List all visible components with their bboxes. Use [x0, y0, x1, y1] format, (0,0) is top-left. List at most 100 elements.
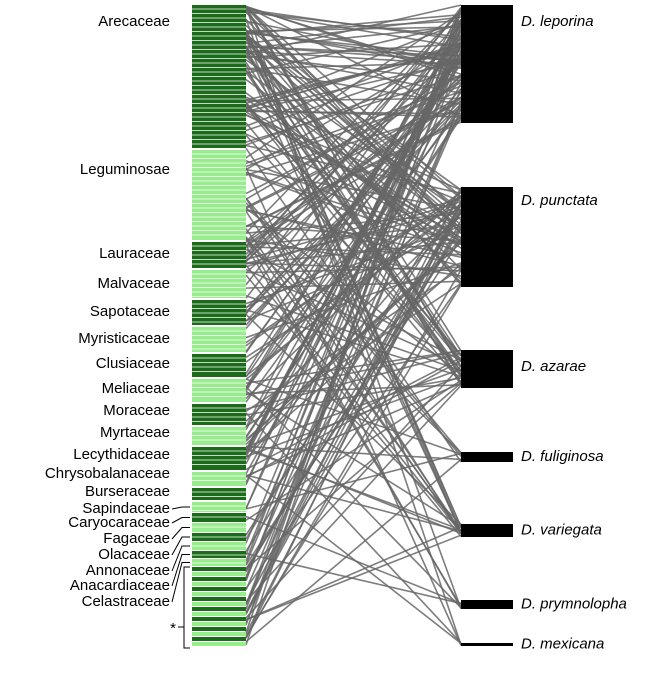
link [245, 384, 462, 395]
link [245, 74, 462, 200]
link [245, 210, 462, 460]
link [245, 526, 462, 621]
family-label: Malvaceae [97, 275, 170, 292]
link [245, 204, 462, 614]
family-block [192, 602, 246, 606]
link [245, 5, 462, 118]
species-block [461, 643, 513, 646]
family-label: Clusiaceae [96, 355, 170, 372]
link [245, 202, 462, 457]
link [245, 263, 462, 454]
family-label: Moraceae [103, 402, 170, 419]
link [245, 190, 462, 400]
family-label: Chrysobalanaceae [45, 465, 170, 482]
family-label: Caryocaraceae [68, 514, 170, 531]
link [245, 108, 462, 390]
link [245, 134, 462, 371]
family-block [192, 572, 246, 576]
link [245, 48, 462, 104]
family-block [192, 637, 246, 641]
family-block [192, 612, 246, 616]
family-block [192, 513, 246, 522]
link [245, 6, 462, 242]
link [245, 114, 462, 202]
link [245, 33, 462, 212]
link [245, 108, 462, 605]
family-block [192, 559, 246, 566]
label-connector [171, 545, 190, 572]
family-block [192, 567, 246, 571]
blocks [192, 5, 513, 646]
link [245, 5, 462, 79]
link [245, 36, 462, 361]
links [245, 4, 462, 646]
link [245, 57, 462, 352]
species-label: D. mexicana [521, 635, 604, 652]
family-label: Meliaceae [102, 380, 170, 397]
link [245, 474, 462, 532]
family-label: Lecythidaceae [73, 446, 170, 463]
link [245, 9, 462, 259]
link [245, 113, 462, 231]
link [245, 45, 462, 57]
family-block [192, 447, 246, 470]
species-label: D. azarae [521, 358, 586, 375]
link [245, 25, 462, 50]
family-label: Leguminosae [80, 161, 170, 178]
family-label: Sapindaceae [82, 500, 170, 517]
link [245, 22, 462, 315]
link [245, 133, 462, 243]
family-label: Sapotaceae [90, 303, 170, 320]
link [245, 386, 462, 609]
link [245, 382, 462, 477]
link [245, 283, 462, 590]
species-label: D. variegata [521, 521, 602, 538]
link [245, 42, 462, 452]
link [245, 224, 462, 247]
link [245, 274, 462, 538]
link [245, 313, 462, 525]
family-block [192, 427, 246, 445]
link [245, 266, 462, 274]
species-label: D. punctata [521, 192, 598, 209]
labels: Arecaceae Leguminosae Lauraceae Malvaceae Sa… [45, 13, 627, 653]
link [245, 445, 462, 461]
species-label: D. leporina [521, 13, 594, 30]
link [245, 8, 462, 352]
link [245, 102, 462, 591]
link [245, 5, 462, 198]
asterisk: * [170, 620, 176, 637]
link [245, 54, 462, 82]
label-connector [171, 527, 190, 540]
species-block [461, 350, 513, 388]
link [245, 18, 462, 610]
family-block [192, 632, 246, 636]
family-block [192, 577, 246, 581]
label-connector [171, 536, 190, 556]
link [245, 552, 462, 605]
family-block [192, 150, 246, 240]
label-connector [171, 506, 190, 510]
label-connector [171, 554, 190, 587]
species-block [461, 524, 513, 537]
family-block [192, 404, 246, 425]
link [245, 102, 462, 624]
family-label: Olacaceae [98, 546, 170, 563]
link [245, 248, 462, 362]
link [245, 88, 462, 578]
family-block [192, 551, 246, 558]
species-block [461, 600, 513, 609]
link [245, 200, 462, 268]
link [245, 375, 462, 458]
family-block [192, 379, 246, 402]
species-block [461, 5, 513, 123]
family-label: Celastraceae [82, 593, 170, 610]
link [245, 50, 462, 66]
link [245, 35, 462, 286]
family-block [192, 502, 246, 512]
species-block [461, 452, 513, 462]
label-connector [171, 562, 190, 603]
link [245, 38, 462, 528]
link [245, 16, 462, 45]
